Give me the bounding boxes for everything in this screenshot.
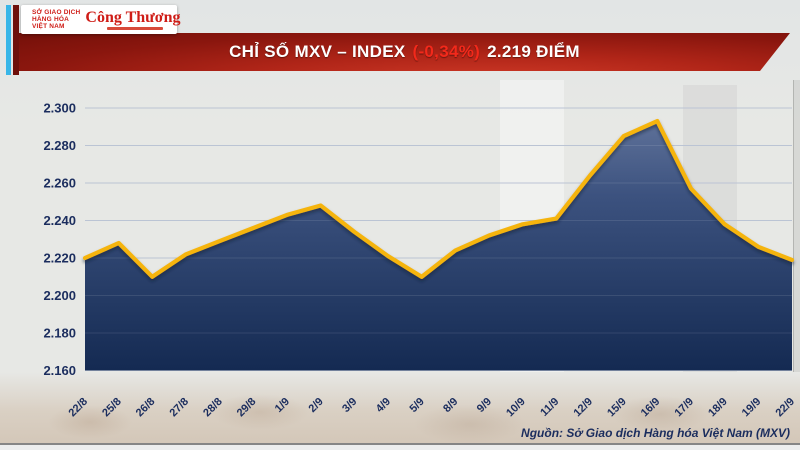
mxv-logo-line1: SỞ GIAO DỊCH (32, 8, 81, 16)
mxv-logo-line3: VIỆT NAM (32, 23, 65, 31)
svg-text:4/9: 4/9 (374, 396, 393, 415)
svg-text:2/9: 2/9 (306, 396, 325, 415)
svg-text:27/8: 27/8 (167, 396, 191, 420)
congthuong-logo-text: Công Thương (85, 8, 181, 26)
svg-text:17/9: 17/9 (672, 396, 696, 420)
background-right-band (793, 80, 800, 372)
svg-text:10/9: 10/9 (504, 396, 528, 420)
svg-text:9/9: 9/9 (475, 396, 494, 415)
svg-text:3/9: 3/9 (340, 396, 359, 415)
svg-text:26/8: 26/8 (134, 396, 158, 420)
source-caption: Nguồn: Sở Giao dịch Hàng hóa Việt Nam (M… (521, 426, 790, 440)
accent-stripe-cyan (6, 5, 11, 75)
mxv-logo-line2: HÀNG HÓA (32, 15, 69, 23)
accent-stripe-red (13, 5, 19, 75)
svg-text:18/9: 18/9 (706, 396, 730, 420)
svg-text:2.240: 2.240 (43, 213, 76, 228)
svg-text:19/9: 19/9 (740, 396, 764, 420)
bottom-foot-strip (0, 445, 800, 450)
mxv-logo-text: SỞ GIAO DỊCH HÀNG HÓA VIỆT NAM (32, 9, 80, 31)
svg-text:2.160: 2.160 (43, 363, 76, 378)
svg-text:11/9: 11/9 (538, 396, 561, 419)
bottom-divider (0, 443, 800, 445)
commodity-photo-band (0, 372, 800, 443)
svg-text:2.180: 2.180 (43, 326, 76, 341)
svg-text:12/9: 12/9 (571, 396, 595, 420)
svg-text:28/8: 28/8 (201, 396, 225, 420)
title-banner: CHỈ SỐ MXV – INDEX (-0,34%) 2.219 ĐIỂM (19, 33, 790, 71)
svg-text:2.280: 2.280 (43, 138, 76, 153)
svg-text:16/9: 16/9 (639, 396, 663, 420)
svg-text:29/8: 29/8 (235, 396, 259, 420)
svg-text:2.200: 2.200 (43, 288, 76, 303)
svg-text:2.260: 2.260 (43, 176, 76, 191)
svg-text:25/8: 25/8 (100, 396, 124, 420)
title-change-percent: (-0,34%) (412, 42, 481, 61)
logo-bar: SỞ GIAO DỊCH HÀNG HÓA VIỆT NAM Công Thươ… (21, 5, 181, 34)
svg-text:2.300: 2.300 (43, 101, 76, 116)
svg-text:22/8: 22/8 (66, 396, 90, 420)
svg-text:1/9: 1/9 (273, 396, 292, 415)
svg-text:2.220: 2.220 (43, 251, 76, 266)
svg-text:22/9: 22/9 (773, 396, 797, 420)
svg-text:5/9: 5/9 (407, 396, 426, 415)
svg-text:8/9: 8/9 (441, 396, 460, 415)
title-prefix: CHỈ SỐ MXV – INDEX (229, 42, 411, 61)
svg-text:15/9: 15/9 (605, 396, 629, 420)
congthuong-logo: Công Thương (85, 8, 181, 30)
page-title: CHỈ SỐ MXV – INDEX (-0,34%) 2.219 ĐIỂM (229, 42, 580, 62)
title-index-value: 2.219 ĐIỂM (482, 42, 580, 61)
congthuong-logo-subbar (107, 26, 164, 30)
